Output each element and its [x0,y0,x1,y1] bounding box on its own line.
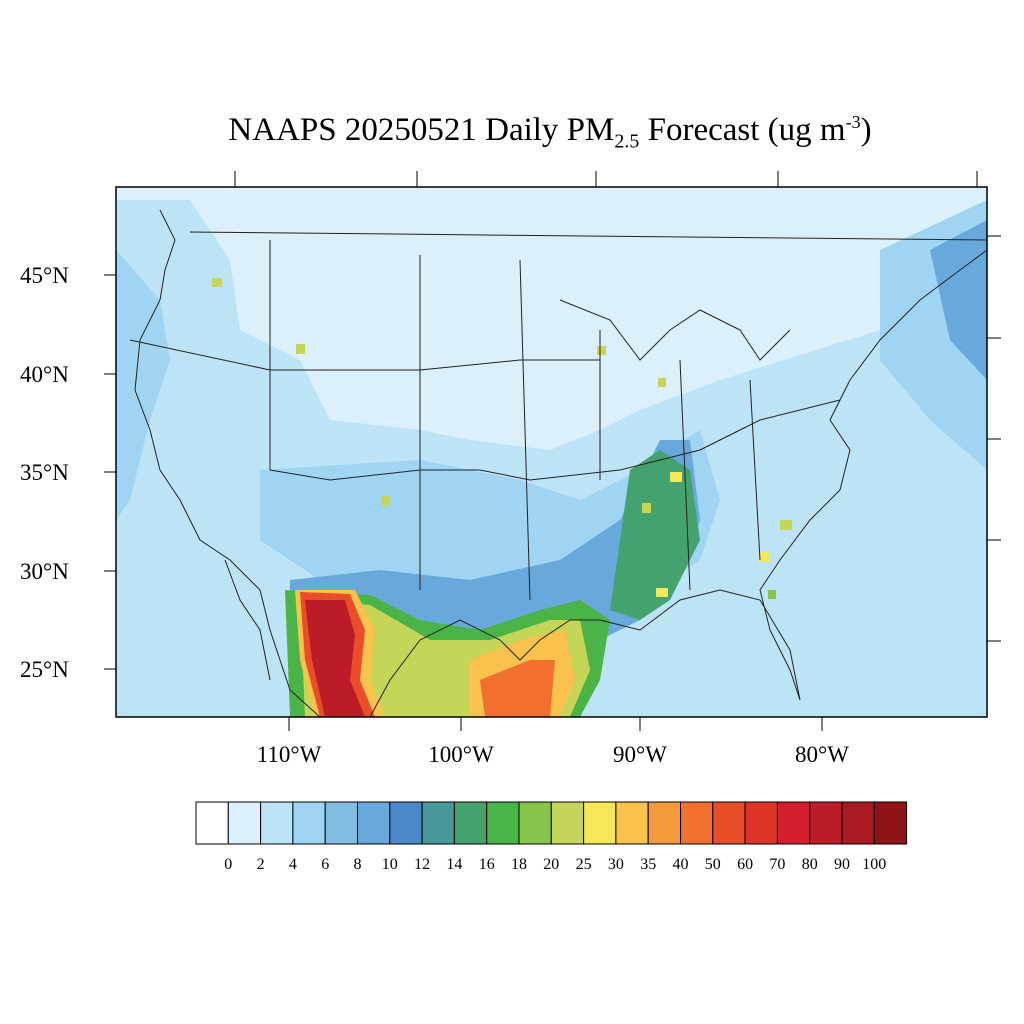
colorbar-swatch [647,801,682,845]
colorbar-label: 40 [673,856,689,873]
colorbar-label: 2 [257,856,265,873]
colorbar-swatch [260,801,294,845]
colorbar-label: 80 [802,856,818,873]
hotspot-idaho [296,344,305,354]
lat-label-40: 40°N [20,362,69,387]
colorbar-swatch [518,801,552,845]
axis-ticks [104,171,1001,731]
colorbar-label: 18 [511,856,527,873]
colorbar-swatch [486,801,520,845]
title-main: NAAPS 20250521 Daily PM [228,112,615,148]
hotspot-carolina [780,520,792,530]
pacific-coastline [134,209,321,717]
field-west-coast [116,250,170,520]
hotspot-mississippi [642,503,651,513]
lat-label-35: 35°N [20,460,69,485]
great-lakes [559,299,791,361]
lat-label-45: 45°N [20,263,69,288]
colorbar-label: 20 [543,856,559,873]
colorbar-swatch [873,801,908,845]
lat-label-30: 30°N [20,559,69,584]
colorbar-swatch [453,801,488,845]
colorbar-label: 50 [705,856,721,873]
colorbar-swatch [744,801,778,845]
colorbar-swatch [712,801,746,845]
hotspot-oregon [212,278,222,287]
colorbar-label: 100 [862,856,886,873]
hotspot-illinois [658,378,666,387]
colorbar-swatch [195,801,229,845]
title-subscript: 2.5 [614,130,640,153]
field-mississippi [610,450,700,620]
colorbar-swatch [389,801,423,845]
colorbar-label: 4 [289,856,297,873]
colorbar-label: 10 [382,856,398,873]
title-superscript: -3 [845,112,861,132]
field-plume-core-max [305,600,365,717]
lat-labels: 45°N 40°N 35°N 30°N 25°N [20,263,69,682]
lon-label-90: 90°W [613,742,667,767]
colorbar-label: 6 [321,856,329,873]
colorbar-label: 60 [737,856,753,873]
lon-label-80: 80°W [795,742,849,767]
map-area [116,187,987,717]
colorbar-swatch [357,801,391,845]
lon-label-110: 110°W [257,742,322,767]
colorbar-label: 14 [446,856,462,873]
hotspot-newmexico [381,496,389,506]
field-plume-orange [480,660,555,717]
colorbar-swatch [292,801,326,845]
title-after: Forecast (ug m [639,112,846,148]
colorbar-swatch [841,801,875,845]
colorbar-label: 8 [354,856,362,873]
colorbar-label: 0 [224,856,232,873]
colorbar-label: 70 [769,856,785,873]
colorbar-swatch [680,801,714,845]
colorbar-swatch [615,801,649,845]
colorbar-swatch [583,801,617,845]
boundaries [129,209,987,717]
colorbar-swatch [776,801,811,845]
colorbar-swatch [421,801,455,845]
lat-label-25: 25°N [20,657,69,682]
state-line-vertical [269,240,761,601]
hotspot-georgia [760,552,770,562]
colorbar-swatch [227,801,262,845]
state-line-mid [269,399,841,481]
title-close: ) [860,112,872,148]
lon-labels: 110°W 100°W 90°W 80°W [257,742,850,767]
hotspot-wisconsin [597,346,606,355]
colorbar-label: 35 [640,856,656,873]
hotspot-florida [768,590,776,599]
colorbar-label: 16 [479,856,495,873]
chart-title: NAAPS 20250521 Daily PM2.5 Forecast (ug … [0,112,1024,154]
canada-border [189,231,987,241]
colorbar-label: 12 [414,856,430,873]
colorbar-swatch [324,801,359,845]
hotspot-tennessee [670,472,682,482]
colorbar-label: 30 [608,856,624,873]
colorbar-swatch [809,801,843,845]
hotspot-louisiana [656,588,668,597]
lon-label-100: 100°W [428,742,494,767]
colorbar-swatch [550,801,585,845]
colorbar-label: 25 [576,856,592,873]
map-frame [115,186,988,718]
colorbar-label: 90 [834,856,850,873]
baja-coastline [224,559,271,681]
colorbar: 0 2 4 6 8 10 12 14 16 18 20 25 30 35 40 50 60 70 80 90 100 [195,801,908,873]
